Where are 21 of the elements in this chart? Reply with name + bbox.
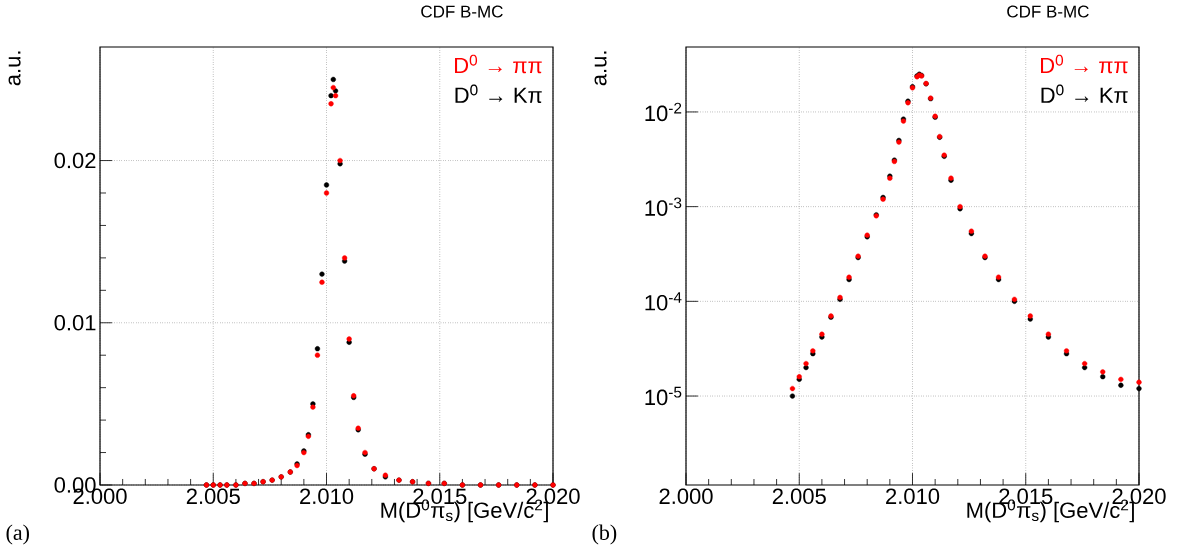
text: (b) bbox=[592, 524, 617, 545]
text: D$^{0}$ → Kπ bbox=[1041, 84, 1128, 104]
y-tick-label: 10$^{-2}$ bbox=[645, 102, 682, 122]
text: D$^{0}$ → ππ bbox=[455, 54, 542, 74]
x-tick-label: 2.010 bbox=[300, 488, 354, 505]
y-tick-label: 10$^{-3}$ bbox=[645, 197, 682, 216]
y-tick-label: 10$^{-4}$ bbox=[645, 292, 682, 311]
y-axis-title: a.u. bbox=[594, 51, 607, 86]
text: (a) bbox=[6, 524, 30, 545]
y-tick-label: 0.02 bbox=[54, 152, 96, 169]
y-tick-label: 10$^{-5}$ bbox=[645, 386, 682, 406]
x-tick-label: 2.010 bbox=[886, 488, 940, 505]
text: CDF B-MC bbox=[421, 5, 503, 18]
text: D$^{0}$ → Kπ bbox=[455, 84, 542, 104]
text: D$^{0}$ → ππ bbox=[1041, 54, 1128, 74]
y-axis-title: a.u. bbox=[8, 51, 21, 86]
y-tick-label: 0.01 bbox=[54, 314, 96, 331]
x-tick-label: 2.005 bbox=[186, 488, 240, 505]
x-tick-label: 2.005 bbox=[772, 488, 826, 505]
x-tick-label: 2.000 bbox=[659, 488, 713, 505]
text: CDF B-MC bbox=[1007, 5, 1089, 18]
